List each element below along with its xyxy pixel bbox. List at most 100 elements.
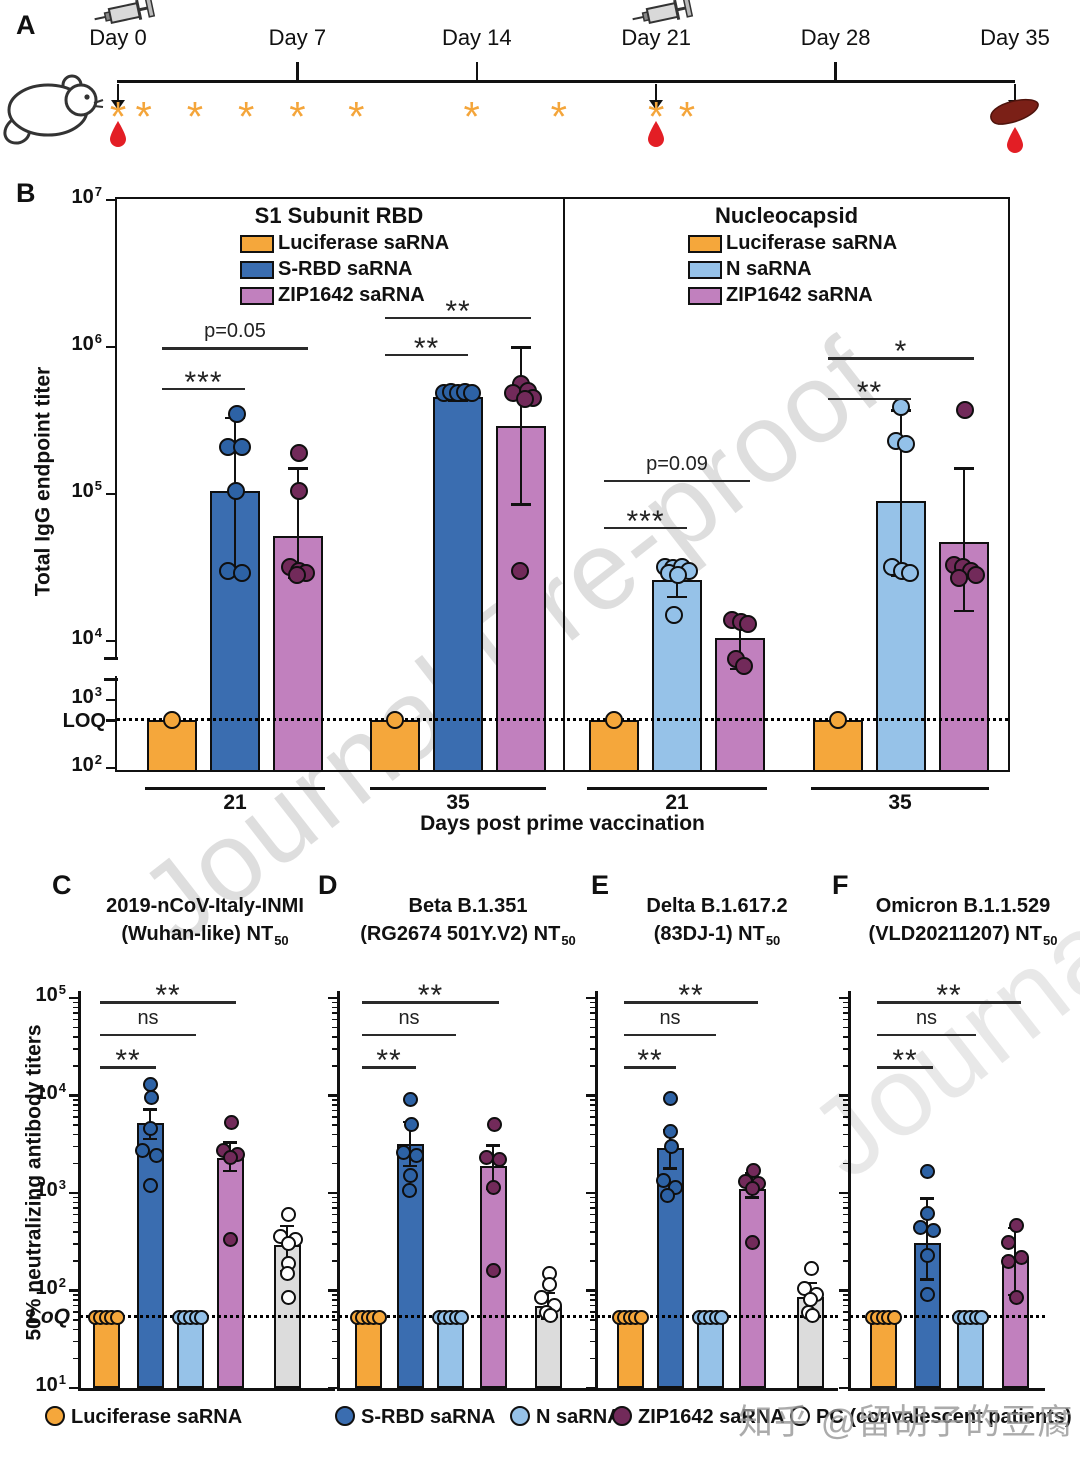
b-loq-label: LOQ xyxy=(62,710,106,732)
errorbar-v xyxy=(491,1145,495,1189)
cf-y-minor-tick xyxy=(332,1207,337,1209)
cf-y-minor-tick xyxy=(590,1328,595,1331)
c-y-tick-label: 101 xyxy=(35,1372,66,1396)
b-y-tick-label: 103 xyxy=(71,684,102,708)
data-dot-srbd xyxy=(227,405,246,424)
panel-f-label: F xyxy=(832,870,849,900)
significance-bracket-line xyxy=(877,1001,1021,1004)
errorbar-cb xyxy=(954,609,974,613)
significance-bracket-line xyxy=(624,1001,758,1004)
cf-y-major-tick xyxy=(69,1094,78,1097)
timeline-arrow-stem xyxy=(1013,84,1017,100)
cf-y-minor-tick xyxy=(843,1012,848,1014)
cf-y-major-tick xyxy=(69,1386,78,1390)
bar-luciferase xyxy=(869,1317,897,1388)
cf-loq-dotted-line xyxy=(850,1315,1045,1319)
cf-y-minor-tick xyxy=(73,1357,78,1360)
cf-y-major-tick xyxy=(328,1094,337,1097)
data-dot-srbd xyxy=(401,1183,417,1199)
cf-y-minor-tick xyxy=(332,1213,337,1216)
data-dot-srbd xyxy=(232,564,251,583)
significance-bracket-label: p=0.09 xyxy=(646,452,708,475)
panel-e-label: E xyxy=(591,870,610,900)
significance-bracket-label: ** xyxy=(417,979,444,1013)
cf-y-minor-tick xyxy=(590,1162,595,1165)
cf-y-minor-tick xyxy=(843,1260,848,1262)
significance-bracket-line xyxy=(828,357,974,360)
errorbar-v xyxy=(962,468,966,611)
cf-y-minor-tick xyxy=(73,1294,78,1296)
cf-y-major-tick xyxy=(328,1191,337,1195)
cf-y-minor-tick xyxy=(843,1116,848,1118)
significance-bracket-label: ** xyxy=(936,979,962,1013)
b-group-label: 21 xyxy=(223,791,247,814)
cf-y-minor-tick xyxy=(332,1065,337,1067)
data-dot-luciferase xyxy=(829,711,847,730)
c-y-tick-label: 103 xyxy=(35,1177,66,1201)
data-dot-luciferase xyxy=(633,1309,649,1325)
errorbar-cb xyxy=(920,1278,934,1281)
bar-luciferase xyxy=(92,1317,120,1388)
cf-y-minor-tick xyxy=(843,1026,848,1029)
data-dot-zip xyxy=(1001,1253,1017,1269)
cf-y-minor-tick xyxy=(590,1340,595,1343)
data-dot-n xyxy=(669,566,688,585)
panel-d-title: Beta B.1.351 xyxy=(408,895,528,917)
cf-y-minor-tick xyxy=(590,1001,595,1004)
data-dot-zip xyxy=(745,1235,761,1251)
errorbar-v xyxy=(899,410,903,576)
cf-y-minor-tick xyxy=(73,1048,78,1050)
cf-y-minor-tick xyxy=(332,1109,337,1112)
significance-bracket-line xyxy=(362,1066,416,1069)
timeline-day-label: Day 7 xyxy=(268,25,327,50)
significance-bracket-label: *** xyxy=(626,504,665,538)
data-dot-srbd xyxy=(143,1177,159,1193)
cf-y-minor-tick xyxy=(590,1294,595,1296)
cf-y-minor-tick xyxy=(73,1162,78,1165)
cf-y-major-tick xyxy=(839,1289,848,1292)
b-y-tick xyxy=(106,198,115,202)
data-dot-srbd xyxy=(919,1247,935,1263)
blood-drop-icon xyxy=(109,120,127,147)
cf-y-minor-tick xyxy=(332,1006,337,1009)
cf-y-minor-tick xyxy=(590,1048,595,1050)
cf-y-minor-tick xyxy=(590,1357,595,1360)
spleen-icon xyxy=(984,90,1045,132)
data-dot-zip xyxy=(223,1114,239,1130)
cf-y-minor-tick xyxy=(843,1340,848,1343)
cf-y-minor-tick xyxy=(843,1213,848,1216)
b-y-tick-label: 104 xyxy=(71,625,102,649)
timeline-day-label: Day 21 xyxy=(621,25,692,50)
bar-srbd xyxy=(433,396,483,772)
data-dot-pc xyxy=(542,1308,558,1324)
cf-y-minor-tick xyxy=(332,1231,337,1233)
b-group-underline xyxy=(145,787,325,790)
cf-y-minor-tick xyxy=(590,1099,595,1101)
bar-luciferase xyxy=(354,1317,382,1388)
data-dot-n xyxy=(665,606,684,625)
errorbar-v xyxy=(408,1121,412,1166)
significance-bracket-line xyxy=(624,1033,716,1037)
cf-y-minor-tick xyxy=(843,1304,848,1307)
data-dot-zip xyxy=(288,566,307,585)
c-y-tick-label: 104 xyxy=(35,1079,66,1104)
cf-y-minor-tick xyxy=(590,1221,595,1224)
cf-y-minor-tick xyxy=(332,1001,337,1004)
cf-y-minor-tick xyxy=(73,1109,78,1112)
b-group-label: 35 xyxy=(888,791,912,814)
cf-y-axis-spine xyxy=(595,991,598,1390)
cf-y-minor-tick xyxy=(332,1018,337,1021)
timeline-arrow-head xyxy=(111,100,125,110)
bar-luciferase xyxy=(147,720,197,772)
significance-bracket-line xyxy=(100,1066,156,1069)
cf-y-minor-tick xyxy=(73,1221,78,1224)
cf-y-minor-tick xyxy=(73,1340,78,1343)
cf-y-minor-tick xyxy=(73,1036,78,1038)
data-dot-luciferase xyxy=(371,1309,387,1325)
timeline-day-label: Day 0 xyxy=(89,25,147,50)
data-dot-n xyxy=(896,434,915,453)
timeline-tick xyxy=(475,62,479,80)
panel-c-title: 2019-nCoV-Italy-INMI xyxy=(106,895,304,917)
timeline-tick xyxy=(834,62,837,80)
cf-y-minor-tick xyxy=(843,1124,848,1126)
